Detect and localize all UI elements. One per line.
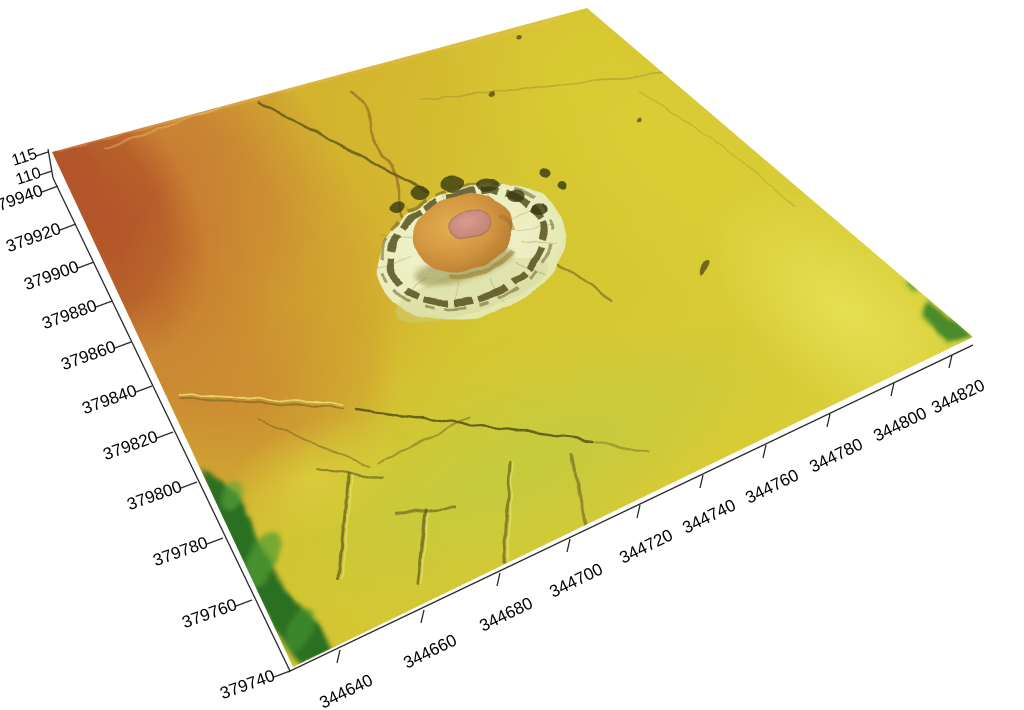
y-axis-tick-label: 379900 [22, 257, 82, 294]
ring-ditch [386, 187, 548, 307]
x-axis-ticks [336, 354, 953, 664]
x-axis-tick-label: 344720 [616, 526, 675, 568]
x-axis-tick-label: 344780 [806, 435, 865, 477]
ditch-line-northwest [256, 100, 430, 194]
y-axis-tick-label: 379800 [125, 477, 185, 514]
y-axis-tick-label: 379760 [180, 595, 240, 632]
z-axis-line [47, 148, 54, 179]
y-axis-tick-label: 379780 [151, 533, 211, 570]
y-axis-line [52, 177, 291, 672]
ring-vegetation-clumps [390, 167, 567, 216]
vegetation-patches [200, 280, 973, 666]
x-axis-tick-label: 344680 [476, 594, 535, 636]
y-axis-tick-label: 379880 [40, 296, 100, 333]
x-axis-tick-label: 344700 [546, 560, 605, 602]
y-axis-ticks [41, 185, 291, 678]
x-axis-tick-label: 344640 [316, 671, 375, 710]
z-axis-ticks [35, 151, 53, 176]
y-axis-tick-label: 379840 [80, 381, 140, 418]
x-axis-tick-label: 344760 [742, 466, 801, 508]
y-axis-tick-label: 379920 [4, 219, 64, 256]
y-axis-tick-label: 379740 [218, 666, 278, 703]
mound-summit [448, 208, 492, 240]
y-axis-tick-label: 379940 [0, 181, 45, 218]
field-boundary-lines [58, 16, 796, 586]
mound-feature [377, 167, 567, 323]
x-axis-tick-label: 344740 [679, 496, 738, 538]
y-axis-tick-label: 379820 [101, 427, 161, 464]
terrain-pits [489, 35, 710, 277]
y-axis-tick-label: 379860 [59, 337, 119, 374]
x-axis-tick-label: 344820 [928, 376, 987, 418]
long-ditch-south [353, 407, 594, 443]
axes [35, 148, 974, 678]
x-axis-line [287, 344, 974, 673]
x-axis-tick-label: 344660 [400, 631, 459, 673]
x-axis-tick-label: 344800 [870, 404, 929, 446]
